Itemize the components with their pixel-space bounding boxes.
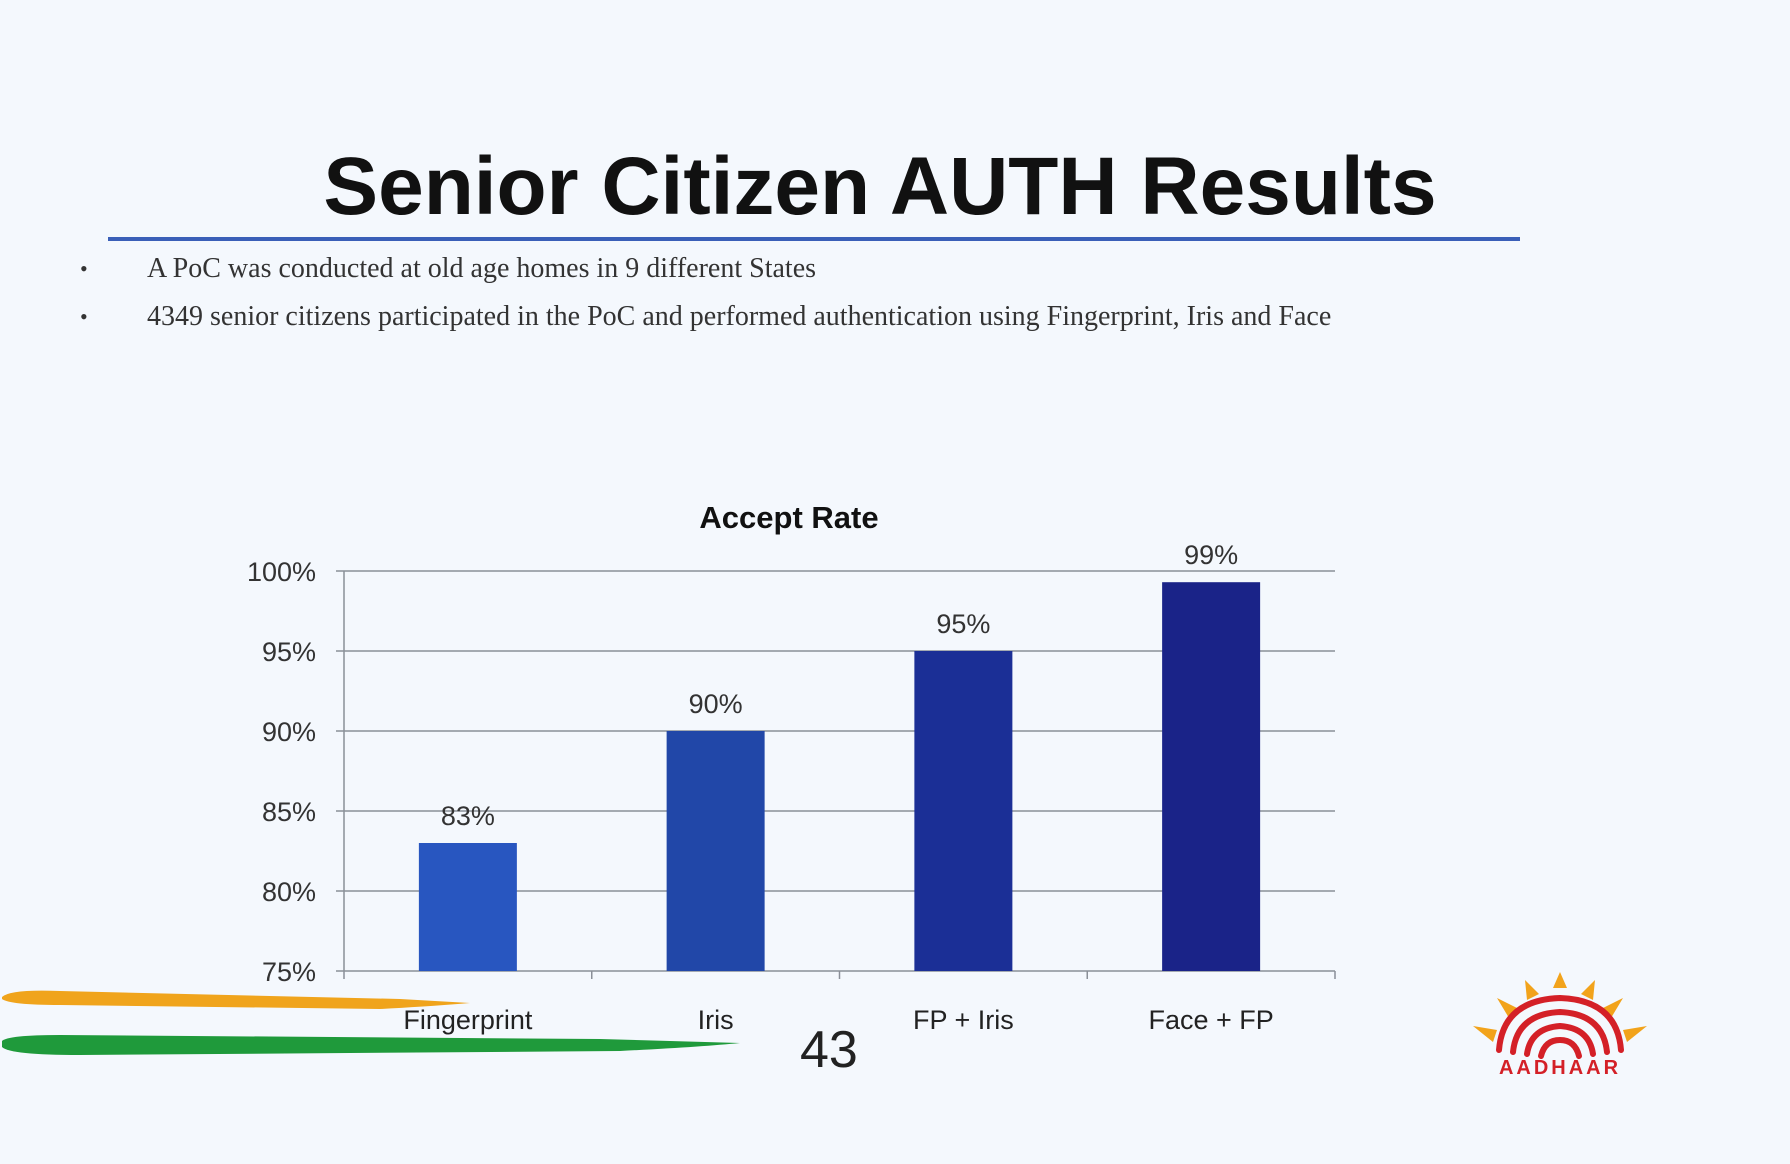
title-underline [108,237,1520,241]
data-label: 99% [1184,540,1238,570]
y-tick-label: 80% [262,877,316,907]
chart-title: Accept Rate [699,500,878,535]
fingerprint-icon [1496,994,1624,1059]
bar [1162,582,1261,971]
data-label: 90% [689,689,743,719]
bar [914,651,1013,971]
tricolor-swoosh-decoration [2,990,740,1055]
data-label: 83% [441,801,495,831]
bullet-dot-icon: • [80,256,88,281]
y-tick-label: 90% [262,717,316,747]
swoosh-green-stroke [2,1035,740,1055]
y-tick-label: 100% [247,557,316,587]
bullet-list: • A PoC was conducted at old age homes i… [80,250,1580,346]
slide-title: Senior Citizen AUTH Results [323,141,1437,232]
x-axis-ticks: Fingerprint Iris FP + Iris Face + FP [403,1005,1273,1035]
x-tick-label: FP + Iris [913,1005,1014,1035]
x-tick-label: Fingerprint [403,1005,533,1035]
sun-rays-icon [1473,972,1647,1042]
data-label: 95% [936,609,990,639]
bar [666,731,765,971]
bars [418,582,1261,971]
y-tick-label: 85% [262,797,316,827]
data-labels: 83% 90% 95% 99% [441,540,1238,831]
bar [418,843,517,971]
page-number: 43 [800,1021,858,1079]
bullet-text: 4349 senior citizens participated in the… [147,301,1332,332]
swoosh-orange-stroke [2,990,470,1009]
aadhaar-logo: AADHAAR [1473,972,1647,1079]
y-tick-label: 95% [262,637,316,667]
y-tick-label: 75% [262,957,316,987]
x-tick-label: Face + FP [1148,1005,1273,1035]
bullet-item: • 4349 senior citizens participated in t… [80,298,1580,336]
bullet-text: A PoC was conducted at old age homes in … [147,253,817,284]
y-axis-ticks: 75% 80% 85% 90% 95% 100% [247,557,316,987]
logo-text: AADHAAR [1499,1057,1621,1079]
x-tick-label: Iris [698,1005,734,1035]
bullet-dot-icon: • [80,304,88,329]
bullet-item: • A PoC was conducted at old age homes i… [80,250,1580,288]
